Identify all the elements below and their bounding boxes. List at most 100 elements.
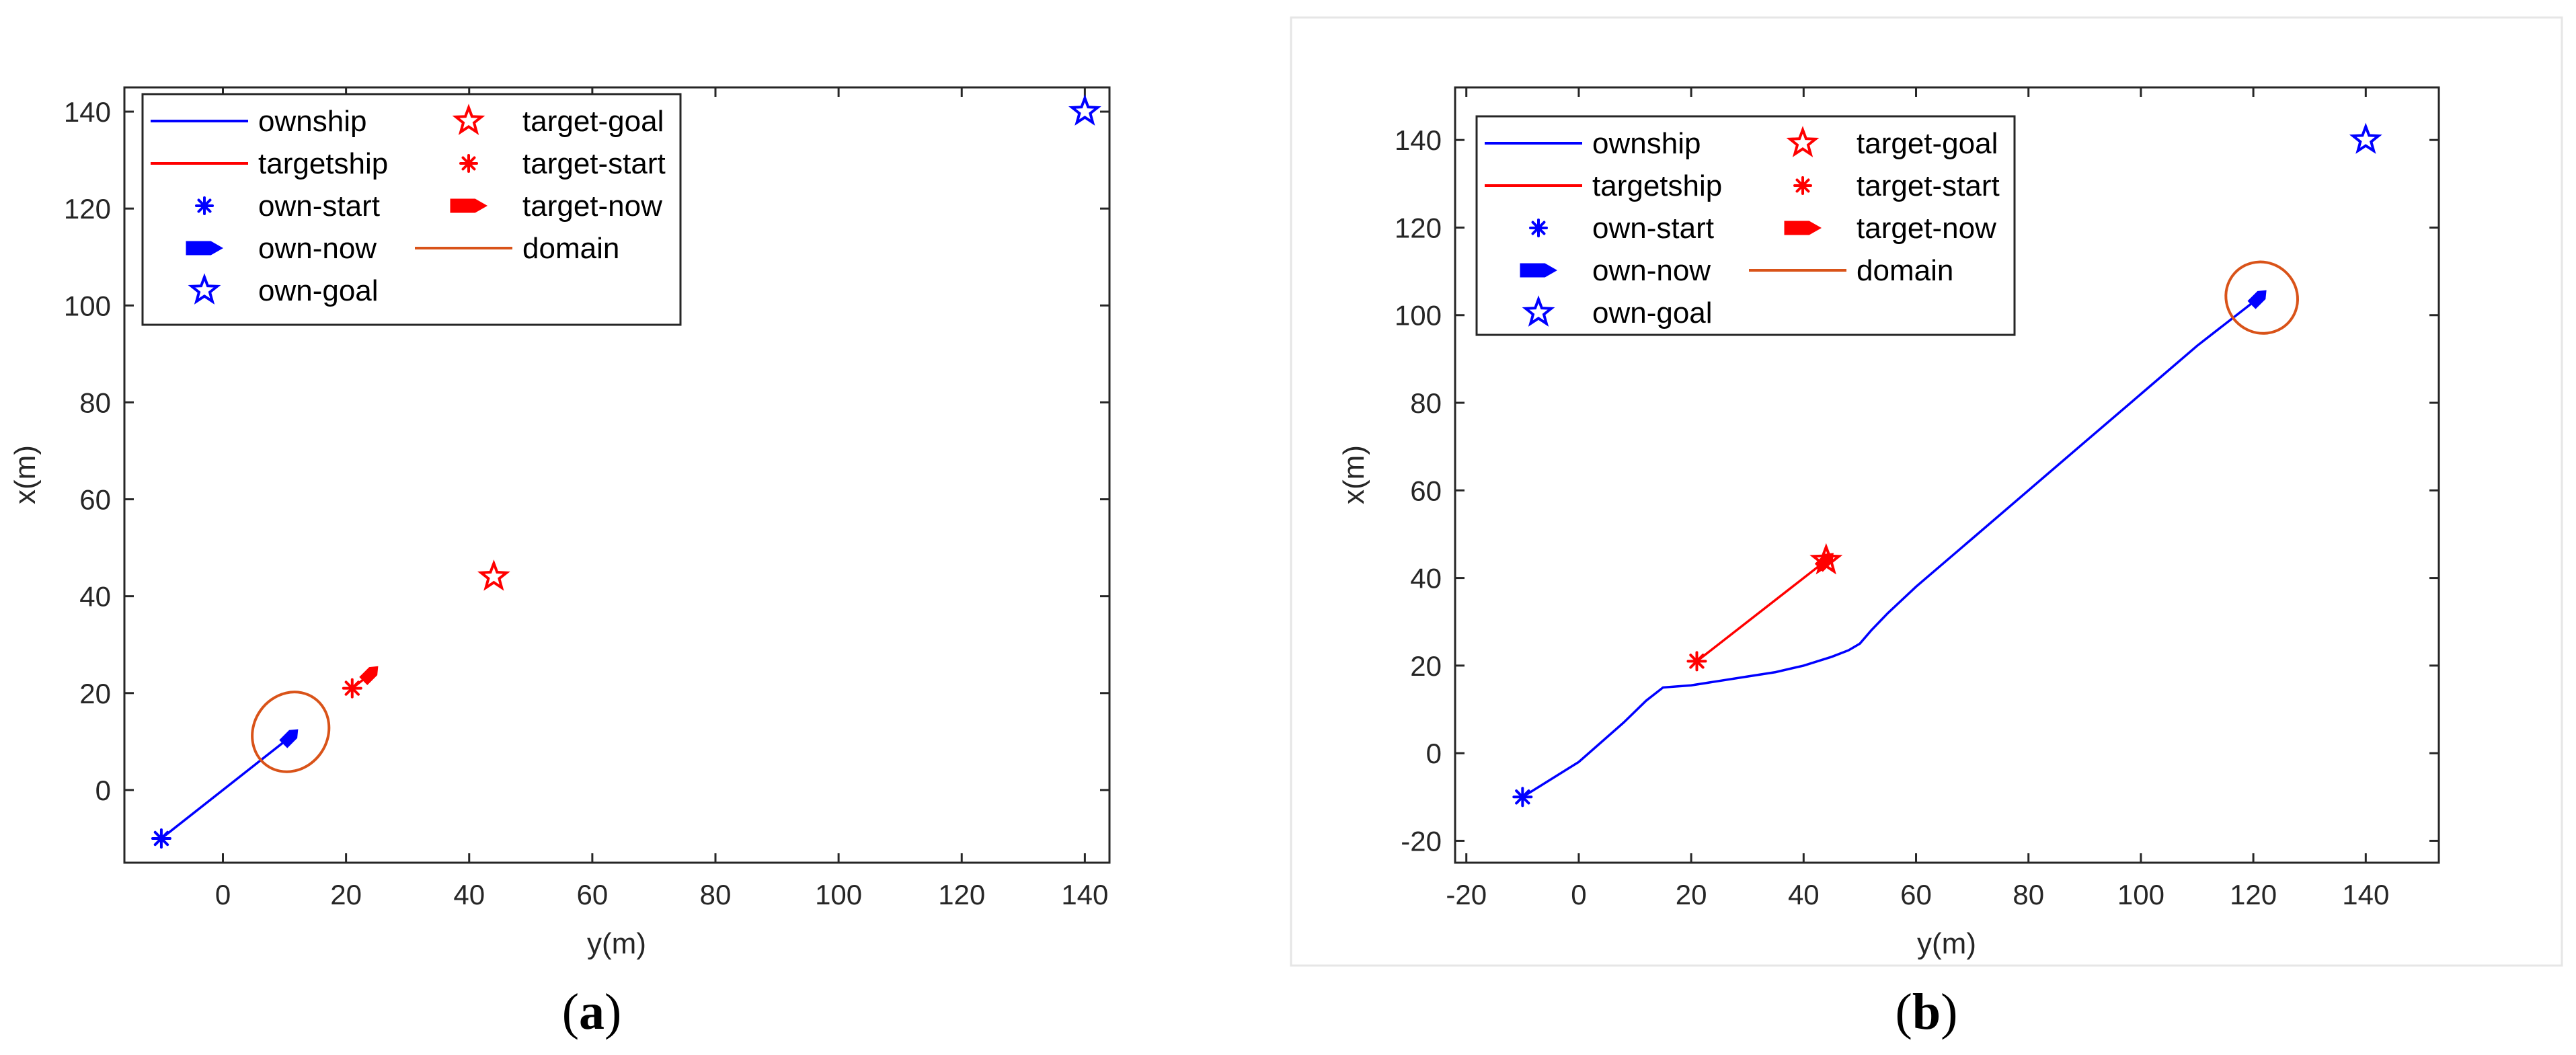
x-tick-label: -20 [1446, 879, 1487, 910]
x-tick-label: 20 [1676, 879, 1707, 910]
legend-item-target-goal: target-goal [452, 104, 664, 138]
y-tick-label: 20 [79, 678, 111, 709]
own-start-marker [151, 828, 171, 849]
legend-box [141, 93, 682, 326]
y-tick-label: 40 [1410, 563, 1442, 594]
x-axis-label: y(m) [587, 927, 646, 960]
legend-asterisk-swatch [1529, 219, 1548, 237]
legend-label: own-start [258, 190, 380, 223]
target-start-marker [1686, 651, 1707, 672]
y-tick-label: 80 [79, 387, 111, 418]
legend-arrow-swatch [186, 241, 224, 256]
axes-box [1454, 86, 2440, 864]
legend-item-own-goal: own-goal [188, 273, 379, 307]
axes-box [123, 86, 1111, 864]
chart-panel-a: 0 20 40 60 80 100 120 140 0 20 40 60 80 100 120 140 y(… [9, 86, 1111, 1040]
legend-label: target-now [1857, 212, 1996, 245]
x-tick-label: 80 [700, 879, 732, 910]
legend-arrow-swatch [1520, 263, 1558, 278]
legend-star-swatch [1786, 126, 1820, 157]
legend-item-target-start: target-start [459, 147, 666, 180]
legend-label: domain [1857, 254, 1953, 287]
legend-item-targetship: targetship [151, 147, 388, 180]
legend-item-own-now: own-now [1520, 254, 1711, 287]
legend-label: own-goal [1592, 297, 1713, 329]
legend: ownship targetship own-start own-now own-goa… [1475, 115, 2016, 336]
x-tick-label: 120 [2230, 879, 2277, 910]
plot-area [1512, 122, 2382, 808]
y-tick-label: 140 [64, 96, 111, 128]
y-tick-label: 60 [79, 484, 111, 516]
ship-domain-ellipse [2224, 260, 2300, 335]
legend-item-target-now: target-now [1784, 212, 1996, 245]
x-tick-label: 40 [1788, 879, 1820, 910]
own-start-marker [1512, 787, 1533, 808]
x-tick-label: 0 [215, 879, 231, 910]
y-tick-label: 100 [1395, 300, 1442, 331]
x-tick-label: 60 [577, 879, 609, 910]
ownship-trajectory [160, 736, 292, 840]
y-tick-label: 120 [1395, 212, 1442, 243]
legend-label: target-start [1857, 169, 2000, 202]
y-tick-label: 140 [1395, 124, 1442, 156]
x-tick-label: 40 [453, 879, 485, 910]
legend-item-ownship: ownship [1485, 127, 1701, 160]
legend-asterisk-swatch [459, 154, 478, 173]
panel-caption-a: (a) [562, 984, 622, 1040]
target-goal-marker [477, 559, 510, 591]
plot-area [151, 94, 1101, 849]
y-tick-label: 0 [95, 775, 111, 806]
legend-item-targetship: targetship [1485, 169, 1722, 202]
legend-arrow-swatch [1784, 221, 1822, 235]
x-tick-label: 140 [1061, 879, 1108, 910]
legend-item-own-now: own-now [186, 232, 377, 265]
legend-label: targetship [258, 147, 388, 180]
legend-item-target-now: target-now [450, 190, 662, 223]
x-tick-label: 0 [1571, 879, 1586, 910]
legend-star-swatch [188, 273, 221, 305]
legend-label: targetship [1592, 169, 1722, 202]
y-tick-label: 80 [1410, 387, 1442, 419]
ownship-trajectory [1522, 297, 2260, 798]
y-axis-label: x(m) [1337, 445, 1370, 504]
legend-asterisk-swatch [195, 196, 214, 215]
x-tick-label: 120 [938, 879, 985, 910]
legend-box [1475, 115, 2016, 336]
legend-item-domain: domain [1749, 254, 1953, 287]
y-tick-label: 120 [64, 193, 111, 225]
x-tick-label: 80 [2013, 879, 2044, 910]
chart-panel-b: -20 0 20 40 60 80 100 120 140 -20 0 20 40 60 80 100 120… [1337, 86, 2440, 1040]
legend-label: ownship [1592, 127, 1701, 160]
legend-label: own-start [1592, 212, 1714, 245]
legend-item-ownship: ownship [151, 105, 366, 138]
legend-item-own-start: own-start [195, 190, 380, 223]
x-axis-label: y(m) [1917, 927, 1976, 960]
y-tick-label: 60 [1410, 475, 1442, 506]
x-tick-label: 140 [2342, 879, 2389, 910]
panel-caption-b: (b) [1896, 984, 1958, 1040]
legend-label: own-now [1592, 254, 1711, 287]
legend-label: own-now [258, 232, 377, 265]
legend-label: target-goal [522, 105, 664, 138]
legend-label: target-now [522, 190, 662, 223]
legend-item-target-goal: target-goal [1786, 126, 1998, 160]
y-axis-label: x(m) [9, 445, 42, 504]
x-tick-label: 100 [2117, 879, 2164, 910]
target-now-marker [359, 666, 379, 685]
ship-domain-ellipse [251, 691, 331, 773]
own-now-marker [2247, 290, 2267, 309]
y-tick-label: 100 [64, 290, 111, 321]
legend-item-own-start: own-start [1529, 212, 1714, 245]
legend-label: target-start [522, 147, 666, 180]
targetship-trajectory [1696, 559, 1827, 662]
legend: ownship targetship own-start own-now own-goa… [141, 93, 682, 326]
x-tick-label: 60 [1900, 879, 1932, 910]
legend-item-own-goal: own-goal [1522, 295, 1713, 329]
target-now-marker [1814, 553, 1834, 572]
y-tick-label: 40 [79, 581, 111, 613]
x-axis-ticks: -20 0 20 40 60 80 100 120 140 [1446, 87, 2389, 910]
x-tick-label: 20 [330, 879, 362, 910]
x-axis-ticks: 0 20 40 60 80 100 120 140 [215, 87, 1108, 910]
y-tick-label: 20 [1410, 650, 1442, 682]
y-axis-ticks: -20 0 20 40 60 80 100 120 140 [1395, 124, 2439, 857]
